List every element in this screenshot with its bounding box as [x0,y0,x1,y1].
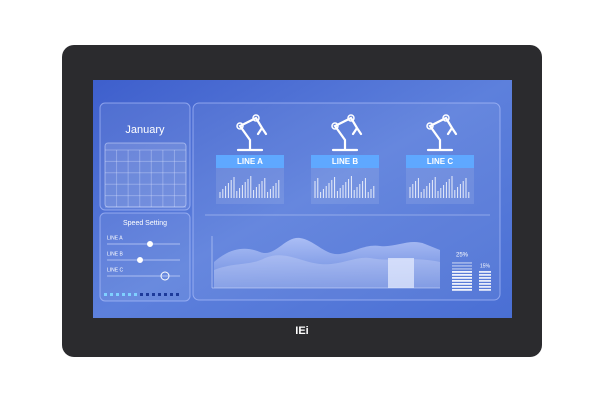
gauge-seg [479,289,491,291]
line-tag [406,155,474,168]
slider-label: LINE A [107,235,123,241]
line-card [311,168,379,204]
calendar-month: January [125,124,165,136]
dot [140,293,143,296]
slider-knob [137,257,143,263]
gauge-seg [479,280,491,282]
dot [104,293,107,296]
speed-title: Speed Setting [123,220,167,227]
robot-arm [331,116,363,152]
dot [176,293,179,296]
calendar-panel [99,102,191,211]
line-label: LINE A [237,157,263,166]
gauges [452,262,491,291]
slider-knob [160,271,170,281]
gauge-label: 15% [480,263,491,269]
calendar-lines [105,149,186,208]
gauge-seg [479,274,491,276]
robot-joint [236,122,244,130]
robot-joint [331,122,339,130]
gauge-seg [452,274,472,276]
sliders: LINE A LINE B LINE C [107,235,180,281]
logo: IEi [295,325,308,337]
gauge-seg [452,277,472,279]
gauge-seg [452,286,472,288]
gauge-seg [452,271,472,273]
line-card [406,168,474,204]
robot-joint [347,114,355,122]
gauge-seg [452,268,472,270]
gauge-label: 25% [456,253,469,259]
gauge-seg [452,265,472,267]
slider-label: LINE C [107,267,124,273]
dot [116,293,119,296]
line-tag [216,155,284,168]
robot-arm [426,116,458,152]
line-label: LINE B [332,157,358,166]
gauge-seg [479,271,491,273]
dot [110,293,113,296]
gauge-seg [479,283,491,285]
robot-joint [442,114,450,122]
slider-knob [147,241,153,247]
gauge-seg [479,286,491,288]
robot-joint [252,114,260,122]
line-cards: LINE A LINE B LINE C [216,114,474,204]
dot [122,293,125,296]
robot-joint [426,122,434,130]
dot [158,293,161,296]
line-card [216,168,284,204]
dot [152,293,155,296]
dots [104,293,179,296]
wave-chart [211,236,440,289]
line-tag [311,155,379,168]
dot [164,293,167,296]
gauge-seg [452,283,472,285]
gauge-seg [452,289,472,291]
robot-arm [236,116,268,152]
dot [128,293,131,296]
calendar-grid [104,142,187,208]
dot [170,293,173,296]
line-label: LINE C [427,157,453,166]
dot [146,293,149,296]
dot [134,293,137,296]
slider-label: LINE B [107,251,124,257]
gauge-seg [452,262,472,264]
gauge-seg [452,280,472,282]
gauge-seg [479,277,491,279]
